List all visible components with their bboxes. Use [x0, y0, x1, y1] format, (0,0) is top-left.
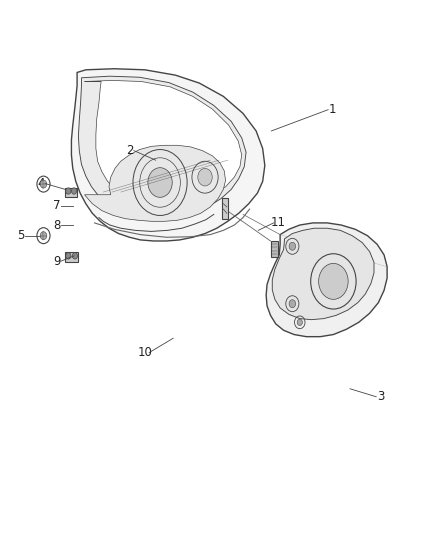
Text: 4: 4	[37, 177, 45, 190]
Polygon shape	[85, 80, 242, 204]
Polygon shape	[85, 146, 226, 221]
Polygon shape	[71, 69, 265, 241]
Polygon shape	[65, 188, 77, 197]
Text: 3: 3	[377, 390, 384, 403]
Circle shape	[148, 168, 172, 197]
Text: 7: 7	[53, 199, 60, 212]
Polygon shape	[223, 198, 228, 219]
Circle shape	[198, 168, 212, 186]
Polygon shape	[272, 228, 374, 320]
Circle shape	[289, 243, 296, 251]
Text: 8: 8	[53, 219, 60, 231]
Circle shape	[71, 188, 77, 194]
Text: 2: 2	[126, 144, 133, 157]
Circle shape	[40, 232, 47, 240]
Text: 1: 1	[329, 103, 336, 116]
Circle shape	[289, 300, 296, 308]
Polygon shape	[266, 223, 387, 337]
Polygon shape	[271, 241, 278, 257]
Circle shape	[66, 253, 71, 259]
Text: 10: 10	[138, 346, 152, 359]
Circle shape	[318, 263, 348, 300]
Text: 9: 9	[53, 255, 60, 268]
Polygon shape	[65, 252, 78, 262]
Text: 11: 11	[270, 216, 286, 229]
Circle shape	[66, 188, 71, 194]
Circle shape	[72, 253, 78, 259]
Circle shape	[297, 319, 302, 326]
Circle shape	[40, 180, 47, 188]
Text: 5: 5	[17, 229, 24, 242]
Polygon shape	[78, 76, 246, 217]
